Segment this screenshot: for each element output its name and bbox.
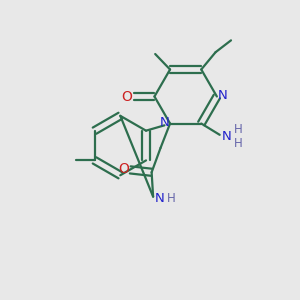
Text: N: N bbox=[155, 192, 164, 205]
Text: N: N bbox=[221, 130, 231, 143]
Text: H: H bbox=[167, 192, 176, 205]
Text: O: O bbox=[122, 89, 133, 103]
Text: N: N bbox=[217, 89, 227, 102]
Text: H: H bbox=[234, 136, 242, 150]
Text: H: H bbox=[234, 123, 242, 136]
Text: N: N bbox=[160, 116, 169, 129]
Text: O: O bbox=[118, 162, 129, 176]
